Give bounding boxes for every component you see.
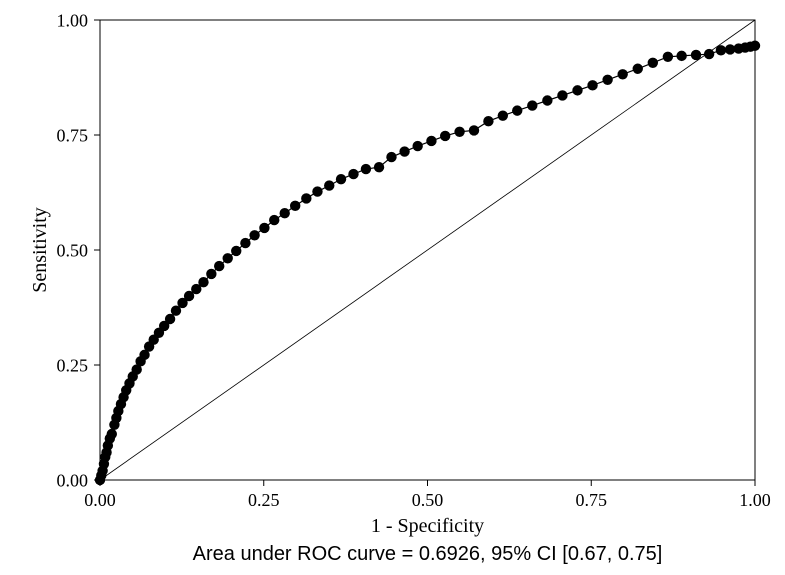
x-tick-label: 0.50 (412, 490, 444, 510)
roc-point (301, 193, 311, 203)
y-tick-label: 0.50 (57, 240, 89, 260)
roc-point (454, 127, 464, 137)
roc-point (648, 58, 658, 68)
roc-point (249, 230, 259, 240)
roc-point (542, 95, 552, 105)
roc-point (587, 80, 597, 90)
roc-point (348, 169, 358, 179)
y-tick-label: 0.25 (57, 355, 89, 375)
roc-point (386, 152, 396, 162)
roc-point (691, 50, 701, 60)
roc-point (223, 253, 233, 263)
roc-point (312, 186, 322, 196)
roc-point (440, 131, 450, 141)
roc-point (750, 41, 760, 51)
roc-point (107, 429, 117, 439)
roc-curve-line (100, 46, 755, 480)
roc-point (633, 64, 643, 74)
roc-svg: 0.00 0.25 0.50 0.75 1.00 0.00 0.25 0.50 0.75 1.00… (0, 0, 785, 575)
y-tick-label: 1.00 (57, 10, 89, 30)
reference-diagonal (100, 20, 755, 480)
roc-point (676, 51, 686, 61)
roc-point (290, 201, 300, 211)
roc-point (469, 125, 479, 135)
roc-point (412, 141, 422, 151)
roc-point (617, 69, 627, 79)
roc-point (231, 246, 241, 256)
roc-point (663, 52, 673, 62)
roc-point (426, 136, 436, 146)
roc-point (557, 90, 567, 100)
roc-point (280, 208, 290, 218)
y-axis-label: Sensitivity (29, 207, 51, 293)
x-axis-label: 1 - Specificity (371, 515, 484, 537)
chart-caption: Area under ROC curve = 0.6926, 95% CI [0… (193, 543, 663, 565)
roc-point (512, 105, 522, 115)
x-tick-label: 0.25 (248, 490, 280, 510)
roc-point (704, 49, 714, 59)
roc-point (374, 162, 384, 172)
roc-point (206, 269, 216, 279)
roc-point (324, 180, 334, 190)
roc-point (240, 238, 250, 248)
roc-point (198, 277, 208, 287)
roc-chart: 0.00 0.25 0.50 0.75 1.00 0.00 0.25 0.50 0.75 1.00… (0, 0, 785, 575)
x-tick-label: 1.00 (739, 490, 771, 510)
x-tick-label: 0.75 (576, 490, 608, 510)
roc-point (336, 174, 346, 184)
roc-point (602, 75, 612, 85)
x-tick-label: 0.00 (84, 490, 116, 510)
roc-point (483, 116, 493, 126)
y-tick-label: 0.75 (57, 125, 89, 145)
roc-point (399, 146, 409, 156)
roc-point (498, 110, 508, 120)
roc-point (716, 45, 726, 55)
roc-point (259, 223, 269, 233)
roc-point (572, 85, 582, 95)
roc-point (269, 215, 279, 225)
roc-point (361, 164, 371, 174)
y-tick-label: 0.00 (57, 470, 89, 490)
roc-point (214, 261, 224, 271)
roc-point (527, 100, 537, 110)
